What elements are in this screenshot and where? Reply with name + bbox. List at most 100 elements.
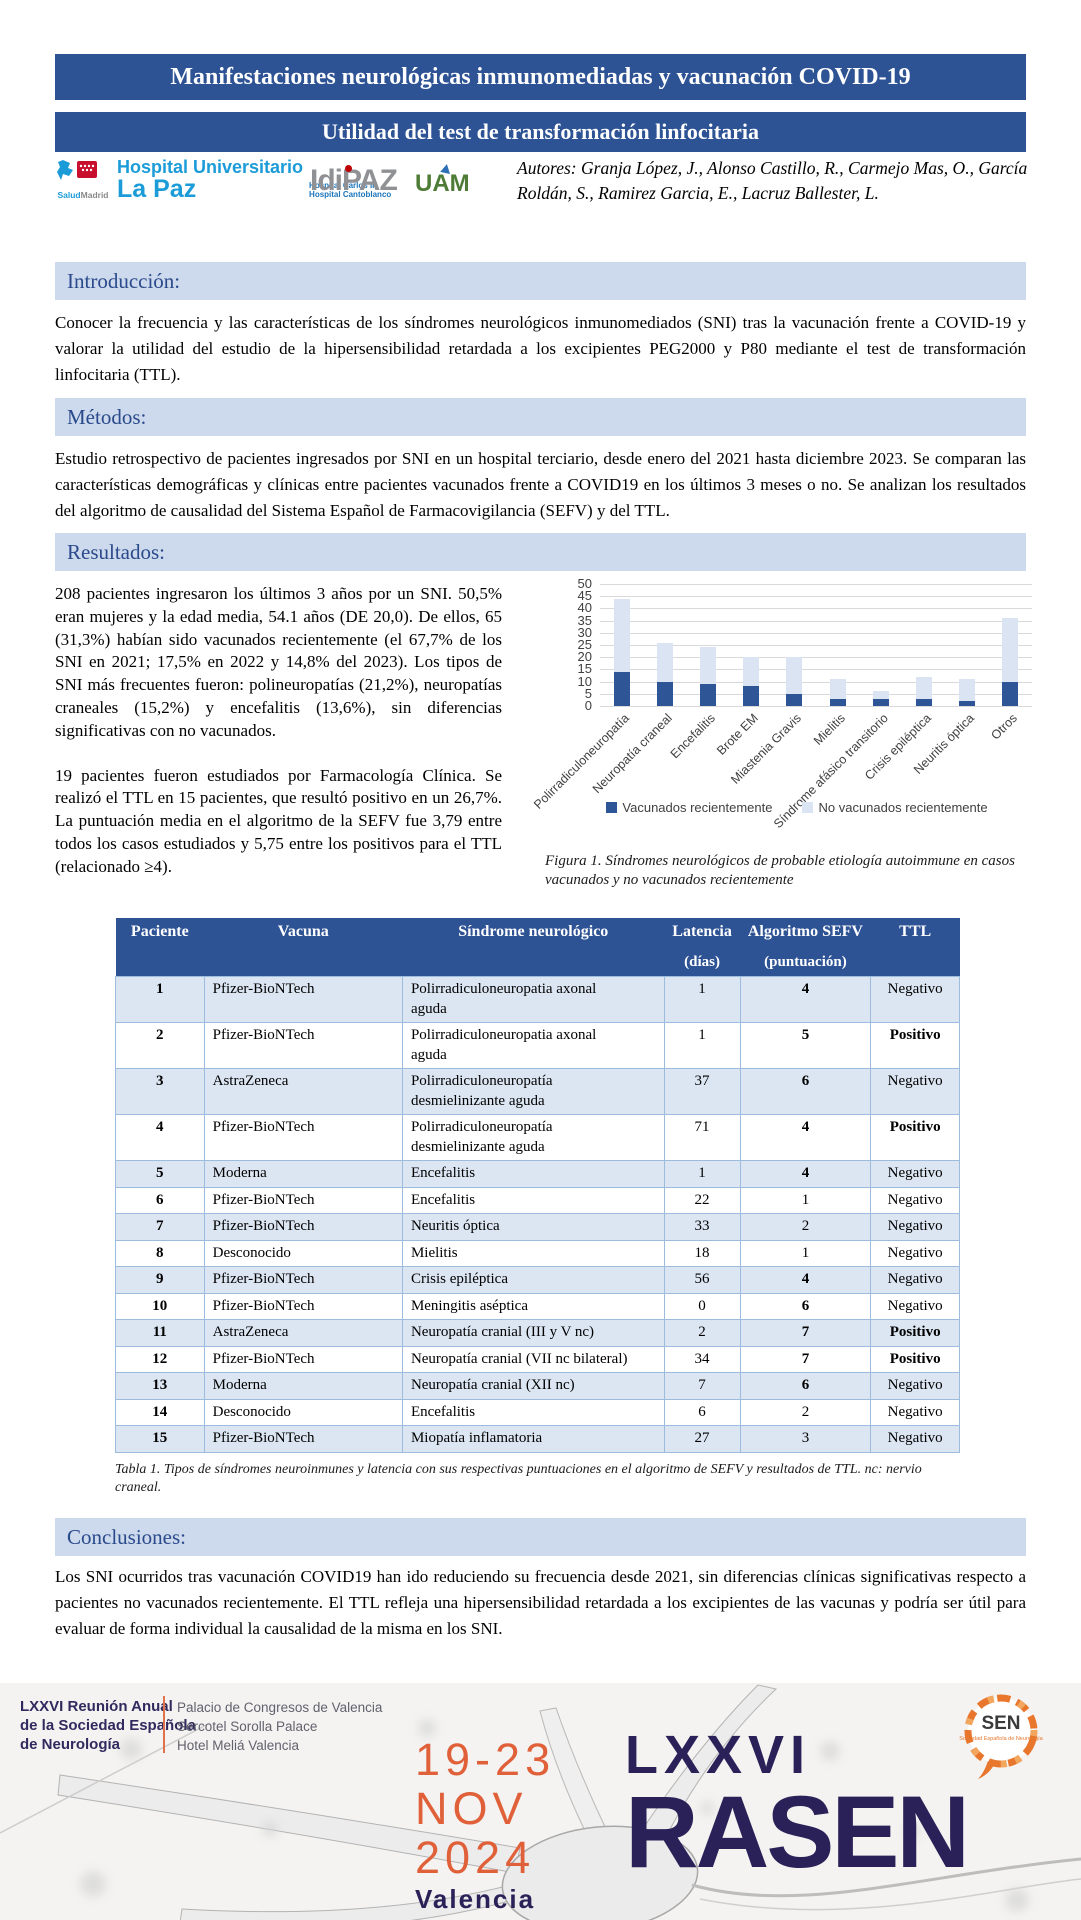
table-row: 12 Pfizer-BioNTech Neuropatía cranial (VII… (115, 1345, 960, 1373)
chart-ytick-label: 40 (577, 600, 592, 616)
cell-latencia: 27 (663, 1425, 741, 1453)
section-heading-conclusions: Conclusiones: (55, 1518, 1026, 1556)
bar-segment-series-0 (829, 698, 846, 706)
footer-dot (262, 1821, 278, 1837)
col-header-ttl: TTL (870, 918, 960, 977)
cell-sefv: 5 (739, 1022, 872, 1069)
footer-dot (120, 1738, 142, 1760)
bar-segment-series-1 (872, 691, 889, 699)
cell-paciente: 12 (115, 1345, 205, 1373)
chart-ytick-label: 0 (584, 698, 592, 713)
cell-sefv: 6 (739, 1292, 872, 1320)
footer-dot (905, 1823, 920, 1838)
chart-gridline (600, 608, 1032, 610)
cell-ttl: Negativo (870, 1398, 960, 1426)
table-row: 9 Pfizer-BioNTech Crisis epiléptica 56 4 Nega… (115, 1266, 960, 1294)
cell-latencia: 2 (663, 1319, 741, 1347)
cell-paciente: 13 (115, 1372, 205, 1400)
cell-sindrome: Neuritis óptica (401, 1213, 665, 1241)
cell-sefv: 7 (739, 1345, 872, 1373)
salud-madrid-label: SaludMadrid (57, 190, 109, 200)
sen-acronym: SEN (981, 1713, 1020, 1734)
bar-segment-series-0 (916, 698, 932, 706)
authors: Autores: Granja López, J., Alonso Castil… (517, 158, 1028, 203)
table-row: 4 Pfizer-BioNTech Polirradiculoneuropatía … (115, 1114, 960, 1161)
cell-vacuna: Pfizer-BioNTech (203, 1345, 403, 1373)
chart-ytick-label: 30 (577, 624, 592, 640)
cell-vacuna: Pfizer-BioNTech (203, 1022, 403, 1069)
chart-gridline (600, 632, 1032, 634)
figure-caption: Figura 1. Síndromes neurológicos de prob… (545, 853, 1015, 888)
cell-sindrome: Encefalitis (401, 1186, 665, 1214)
bar-segment-series-1 (700, 647, 716, 685)
cell-sefv: 4 (739, 1160, 872, 1188)
cell-vacuna: Pfizer-BioNTech (203, 1292, 403, 1320)
chart-ytick-label: 35 (577, 612, 592, 628)
table-row: 8 Desconocido Mielitis 18 1 Negativo (115, 1239, 960, 1267)
chart-gridline (600, 693, 1032, 695)
idipaz-dot (345, 165, 352, 172)
hospital-sub-names: Hospital Carlos III Hospital Cantoblanco (309, 181, 392, 199)
poster-title: Manifestaciones neurológicas inmunomedia… (170, 63, 911, 90)
cell-sefv: 3 (739, 1425, 872, 1453)
chart-ytick-label: 10 (577, 673, 592, 689)
cell-paciente: 4 (115, 1114, 205, 1161)
cell-paciente: 3 (115, 1068, 205, 1115)
table-header: Paciente Vacuna Síndrome neurológico Lat… (115, 918, 960, 977)
cell-paciente: 9 (115, 1266, 205, 1294)
footer-dot (820, 1741, 840, 1761)
chart-gridline (600, 620, 1032, 622)
table-row: 14 Desconocido Encefalitis 6 2 Negativo (115, 1398, 960, 1426)
poster-subtitle-banner: Utilidad del test de transformación linf… (55, 112, 1026, 152)
table-row: 6 Pfizer-BioNTech Encefalitis 22 1 Negativo (115, 1186, 960, 1214)
legend-item: No vacunados recientemente (802, 800, 988, 815)
cell-latencia: 1 (663, 976, 741, 1023)
hospital-la-paz-logo: Hospital Universitario La Paz Hospital C… (117, 157, 392, 202)
cell-vacuna: Pfizer-BioNTech (203, 1266, 403, 1294)
cell-latencia: 34 (663, 1345, 741, 1373)
chart-ytick-label: 50 (577, 576, 592, 591)
col-header-sindrome: Síndrome neurológico (402, 918, 665, 977)
cell-sefv: 6 (739, 1068, 872, 1115)
chart-gridline (600, 584, 1032, 585)
cell-ttl: Negativo (870, 1068, 960, 1115)
cell-vacuna: AstraZeneca (203, 1319, 403, 1347)
cell-ttl: Negativo (870, 1425, 960, 1453)
table-row: 11 AstraZeneca Neuropatía cranial (III y V… (115, 1319, 960, 1347)
section-heading-introduction: Introducción: (55, 262, 1026, 300)
table-row: 2 Pfizer-BioNTech Polirradiculoneuropatia … (115, 1022, 960, 1069)
cell-sindrome: Encefalitis (401, 1398, 665, 1426)
cell-sindrome: Mielitis (401, 1239, 665, 1267)
table-row: 3 AstraZeneca Polirradiculoneuropatía desm… (115, 1068, 960, 1115)
introduction-body: Conocer la frecuencia y las característi… (55, 313, 1026, 384)
results-text-column: 208 pacientes ingresaron los últimos 3 a… (55, 583, 502, 901)
cell-sefv: 4 (739, 1114, 872, 1161)
table-body: 1 Pfizer-BioNTech Polirradiculoneuropatia … (115, 976, 960, 1453)
cell-paciente: 6 (115, 1186, 205, 1214)
uam-logo: UAM (415, 163, 470, 198)
salud-madrid-logo: SaludMadrid (55, 158, 111, 200)
cell-latencia: 71 (663, 1114, 741, 1161)
chart-ytick-label: 5 (584, 685, 592, 701)
cell-ttl: Negativo (870, 1239, 960, 1267)
cell-paciente: 10 (115, 1292, 205, 1320)
section-heading-results: Resultados: (55, 533, 1026, 571)
cell-paciente: 8 (115, 1239, 205, 1267)
cell-sindrome: Polirradiculoneuropatía desmielinizante … (401, 1068, 665, 1115)
cell-sefv: 2 (739, 1398, 872, 1426)
event-acronym: LXXVI RASEN (625, 1725, 970, 1889)
cell-paciente: 11 (115, 1319, 205, 1347)
table-row: 7 Pfizer-BioNTech Neuritis óptica 33 2 Negati… (115, 1213, 960, 1241)
section-heading-methods: Métodos: (55, 398, 1026, 436)
event-city: Valencia (415, 1884, 536, 1914)
results-paragraph-2: 19 pacientes fueron estudiados por Farma… (55, 765, 502, 876)
cell-sindrome: Encefalitis (401, 1160, 665, 1188)
chart-plot: Polirradiculoneuropatía Neuropatía cranea… (531, 584, 1032, 831)
cell-vacuna: Pfizer-BioNTech (203, 1114, 403, 1161)
cell-sindrome: Meningitis aséptica (401, 1292, 665, 1320)
bar-segment-series-0 (656, 681, 673, 706)
cell-vacuna: AstraZeneca (203, 1068, 403, 1115)
cell-vacuna: Moderna (203, 1160, 403, 1188)
cell-paciente: 5 (115, 1160, 205, 1188)
hospital-name-line1: Hospital Universitario (117, 157, 304, 177)
